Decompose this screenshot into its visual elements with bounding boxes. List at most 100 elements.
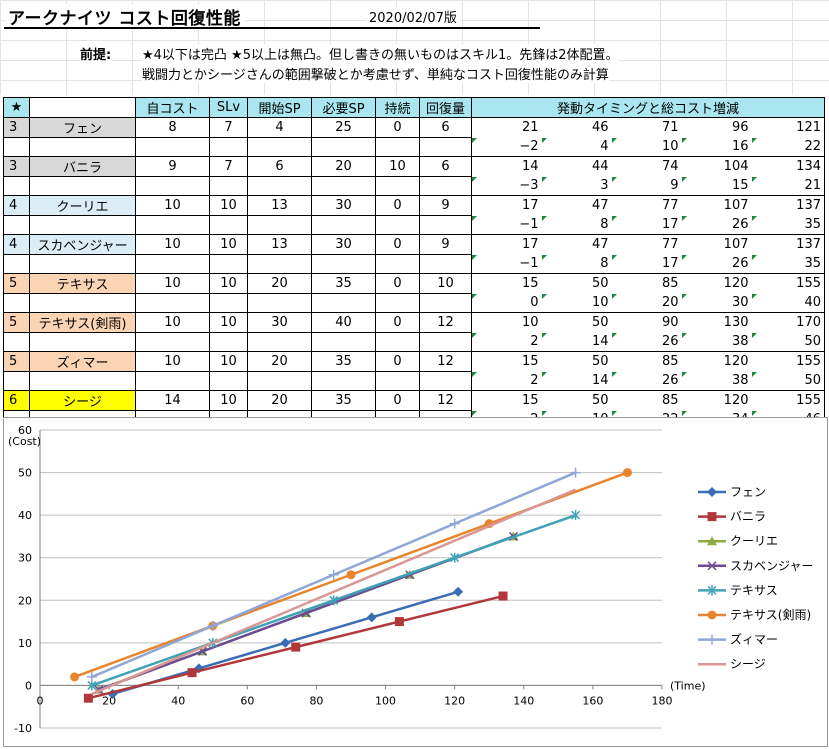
legend-marker (707, 487, 717, 497)
cost-change-cell: 50 (751, 332, 825, 352)
x-axis-label: (Time) (670, 679, 706, 692)
timing-cell: 50 (541, 312, 612, 333)
need-sp-cell: 35 (311, 351, 376, 372)
start-sp-cell: 20 (247, 273, 312, 294)
timing-cell: 96 (681, 117, 752, 138)
star-rating-cell: 3 (3, 156, 30, 177)
cost-change-cell: 21 (751, 176, 825, 196)
operator-name-cell: クーリエ (29, 195, 136, 216)
version-label: 2020/02/07版 (366, 7, 460, 26)
star-rating-cell: 4 (3, 195, 30, 216)
self-cost-cell: 10 (135, 234, 210, 255)
timing-cell: 15 (471, 351, 542, 372)
start-sp-cell: 13 (247, 195, 312, 216)
need-sp-cell: 25 (311, 117, 376, 138)
timing-cell: 17 (471, 195, 542, 216)
empty-cell (375, 215, 420, 235)
legend-marker (707, 610, 717, 620)
timing-cell: 14 (471, 156, 542, 177)
recovery-cell: 9 (419, 195, 472, 216)
star-rating-cell: 3 (3, 117, 30, 138)
empty-cell (311, 254, 376, 274)
empty-cell (209, 137, 248, 157)
legend-marker (707, 512, 717, 522)
y-tick-label: 30 (18, 552, 32, 565)
empty-cell (209, 215, 248, 235)
cost-change-cell: 38 (681, 371, 752, 391)
cost-change-cell: 16 (681, 137, 752, 157)
data-point (394, 617, 404, 627)
empty-cell (311, 332, 376, 352)
empty-cell (3, 176, 30, 196)
cost-change-cell: 38 (681, 332, 752, 352)
star-rating-cell: 5 (3, 273, 30, 294)
table-row: 4 クーリエ 10 10 13 30 0 9 17 47 77 107 137 (3, 195, 825, 216)
recovery-cell: 12 (419, 312, 472, 333)
timing-cell: 120 (681, 351, 752, 372)
cost-change-cell: 26 (681, 254, 752, 274)
y-tick-label: 0 (25, 679, 32, 692)
header-star: ★ (3, 97, 30, 118)
series-line-8 (91, 488, 577, 696)
cost-change-cell: 35 (751, 215, 825, 235)
legend-label: ズィマー (730, 632, 778, 647)
table-row-cost: −3 3 9 15 21 (3, 176, 825, 196)
empty-cell (375, 332, 420, 352)
x-tick-label: 120 (444, 694, 465, 707)
timing-cell: 47 (541, 234, 612, 255)
empty-cell (3, 215, 30, 235)
empty-cell (135, 332, 210, 352)
slv-cell: 7 (209, 117, 248, 138)
data-point (193, 663, 204, 674)
cost-change-cell: 26 (611, 371, 682, 391)
empty-cell (135, 371, 210, 391)
table-row-cost: −1 8 17 26 35 (3, 215, 825, 235)
timing-cell: 17 (471, 234, 542, 255)
self-cost-cell: 10 (135, 312, 210, 333)
empty-cell (375, 176, 420, 196)
duration-cell: 0 (375, 195, 420, 216)
empty-cell (209, 176, 248, 196)
table-row-cost: −1 8 17 26 35 (3, 254, 825, 274)
empty-cell (3, 293, 30, 313)
timing-cell: 170 (751, 312, 825, 333)
slv-cell: 7 (209, 156, 248, 177)
empty-cell (29, 137, 136, 157)
timing-cell: 155 (751, 351, 825, 372)
table-row: 3 バニラ 9 7 6 20 10 6 14 44 74 104 134 (3, 156, 825, 177)
premise-label: 前提: (80, 44, 112, 63)
cost-change-cell: 35 (751, 254, 825, 274)
empty-cell (419, 293, 472, 313)
self-cost-cell: 10 (135, 195, 210, 216)
timing-cell: 85 (611, 390, 682, 411)
table-row-cost: 2 14 26 38 50 (3, 371, 825, 391)
timing-cell: 44 (541, 156, 612, 177)
x-tick-label: 100 (375, 694, 396, 707)
y-tick-label: 10 (18, 637, 32, 650)
header-slv: SLv (209, 97, 248, 118)
start-sp-cell: 30 (247, 312, 312, 333)
cost-change-cell: 2 (471, 371, 542, 391)
cost-table: ★ 自コスト SLv 開始SP 必要SP 持続 回復量 発動タイミングと総コスト… (3, 97, 825, 430)
cost-change-cell: 22 (751, 137, 825, 157)
cost-change-cell: 17 (611, 215, 682, 235)
empty-cell (29, 332, 136, 352)
cost-change-cell: 14 (541, 371, 612, 391)
y-tick-label: 60 (18, 424, 32, 437)
duration-cell: 0 (375, 234, 420, 255)
legend-marker (707, 561, 717, 571)
data-point (450, 552, 460, 563)
empty-cell (419, 332, 472, 352)
timing-cell: 47 (541, 195, 612, 216)
data-point (570, 467, 581, 478)
y-axis-label: (Cost) (8, 435, 41, 448)
operator-name-cell: ズィマー (29, 351, 136, 372)
empty-cell (311, 293, 376, 313)
empty-cell (135, 254, 210, 274)
chart-frame: -10 0 10 20 30 40 50 60 0 20 40 60 80 100 120 140 160 180… (3, 417, 828, 747)
x-tick-label: 160 (582, 694, 603, 707)
table-header-row: ★ 自コスト SLv 開始SP 必要SP 持続 回復量 発動タイミングと総コスト… (3, 97, 825, 118)
timing-cell: 74 (611, 156, 682, 177)
data-point (346, 570, 356, 580)
y-tick-label: 20 (18, 594, 32, 607)
